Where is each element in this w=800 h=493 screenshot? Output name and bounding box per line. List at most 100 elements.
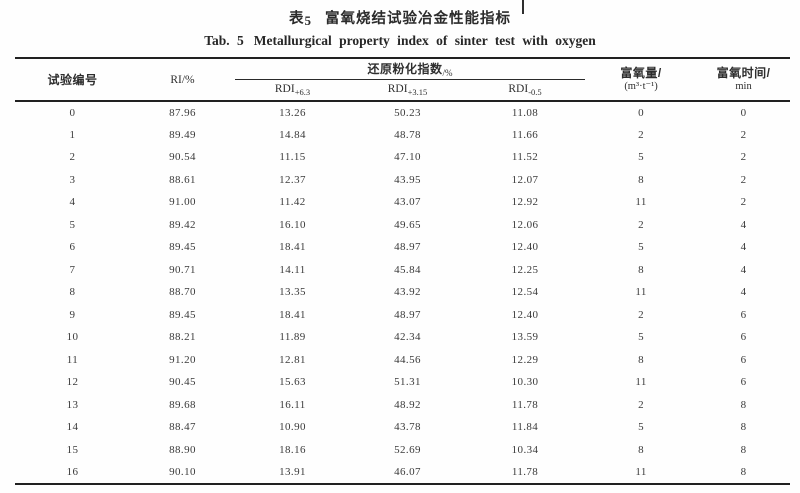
table-cell: 2 <box>638 308 644 321</box>
table-cell: 12.37 <box>279 173 306 186</box>
table-cell: 45.84 <box>394 263 421 276</box>
table-cell: 11.42 <box>279 196 306 209</box>
table-cell: 9 <box>69 308 76 321</box>
table-cell: 13.59 <box>511 331 539 344</box>
table-cell: 47.10 <box>394 151 421 164</box>
table-cell: 8 <box>638 353 644 366</box>
table-cell: 16.11 <box>279 398 306 411</box>
table-cell: 5 <box>69 218 76 231</box>
table-cell: 88.47 <box>169 421 196 434</box>
col-header-oxygen-time: 富氧时间/ min <box>697 58 791 102</box>
table-cell: 11.66 <box>511 128 539 141</box>
table-cell: 11 <box>66 353 79 366</box>
table-cell: 48.97 <box>394 241 421 254</box>
col-header-rdi-minus-0-5: RDI-0.5 <box>465 79 586 102</box>
table-cell: 12.40 <box>511 308 539 321</box>
table-cell: 16.10 <box>279 218 306 231</box>
table-cell: 2 <box>740 196 747 209</box>
table-cell: 91.20 <box>169 353 196 366</box>
table-title-en-text: Metallurgical property index of sinter t… <box>253 33 596 48</box>
table-cell: 2 <box>740 173 747 186</box>
table-row: 5 89.42 16.10 49.65 12.06 2 4 <box>15 214 790 237</box>
table-cell: 3 <box>69 173 76 186</box>
table-row: 15 88.90 18.16 52.69 10.34 8 8 <box>15 439 790 462</box>
table-cell: 11.15 <box>279 151 306 164</box>
table-cell: 11.52 <box>511 151 539 164</box>
table-cell: 8 <box>740 421 747 434</box>
table-cell: 8 <box>638 173 644 186</box>
table-cell: 15 <box>66 443 79 456</box>
table-cell: 14.84 <box>279 128 306 141</box>
table-cell: 48.97 <box>394 308 421 321</box>
table-cell: 48.92 <box>394 398 421 411</box>
table-cell: 88.90 <box>169 443 196 456</box>
table-title-zh: 表5 富氧烧结试验冶金性能指标 <box>0 7 800 29</box>
table-cell: 10.90 <box>279 421 306 434</box>
table-cell: 4 <box>69 196 76 209</box>
table-cell: 87.96 <box>169 106 196 119</box>
table-cell: 8 <box>740 398 747 411</box>
table-cell: 89.68 <box>169 398 196 411</box>
table-cell: 12.92 <box>511 196 539 209</box>
table-cell: 13.91 <box>279 465 306 478</box>
table-cell: 18.41 <box>279 308 306 321</box>
table-row: 4 91.00 11.42 43.07 12.92 11 2 <box>15 191 790 214</box>
table-cell: 4 <box>740 218 747 231</box>
table-row: 1 89.49 14.84 48.78 11.66 2 2 <box>15 124 790 147</box>
table-cell: 88.70 <box>169 286 196 299</box>
table-cell: 18.16 <box>279 443 306 456</box>
table-cell: 2 <box>638 128 644 141</box>
table-cell: 8 <box>69 286 76 299</box>
table-row: 7 90.71 14.11 45.84 12.25 8 4 <box>15 259 790 282</box>
metallurgical-property-table: 试验编号 RI/% 还原粉化指数/% 富氧量/ (m³·t⁻¹) 富氧时间/ m… <box>15 57 791 485</box>
table-cell: 13.26 <box>279 106 306 119</box>
table-cell: 11.78 <box>511 398 539 411</box>
table-cell: 89.42 <box>169 218 196 231</box>
table-cell: 12.40 <box>511 241 539 254</box>
table-cell: 52.69 <box>394 443 421 456</box>
table-row: 9 89.45 18.41 48.97 12.40 2 6 <box>15 304 790 327</box>
table-cell: 6 <box>740 308 747 321</box>
table-cell: 51.31 <box>394 376 421 389</box>
table-cell: 1 <box>69 128 76 141</box>
table-title-en: Tab. 5 Metallurgical property index of si… <box>0 33 800 49</box>
table-header: 试验编号 RI/% 还原粉化指数/% 富氧量/ (m³·t⁻¹) 富氧时间/ m… <box>15 58 791 102</box>
table-cell: 8 <box>638 263 644 276</box>
table-cell: 46.07 <box>394 465 421 478</box>
table-cell: 0 <box>638 106 644 119</box>
table-cell: 0 <box>740 106 747 119</box>
table-row: 10 88.21 11.89 42.34 13.59 5 6 <box>15 326 790 349</box>
rdi-group-unit: /% <box>442 67 453 78</box>
table-cell: 0 <box>69 106 76 119</box>
table-cell: 8 <box>740 443 747 456</box>
table-cell: 88.61 <box>169 173 196 186</box>
table-cell: 11.89 <box>279 331 306 344</box>
scan-artifact-mark <box>522 0 524 14</box>
table-cell: 2 <box>638 218 644 231</box>
table-cell: 89.45 <box>169 241 196 254</box>
table-cell: 91.00 <box>169 196 196 209</box>
table-cell: 11 <box>635 465 647 478</box>
oxygen-amount-unit: (m³·t⁻¹) <box>624 81 658 92</box>
table-cell: 4 <box>740 241 747 254</box>
table-cell: 11.78 <box>511 465 539 478</box>
table-cell: 8 <box>740 465 747 478</box>
table-cell: 8 <box>638 443 644 456</box>
table-cell: 2 <box>740 151 747 164</box>
table-cell: 2 <box>69 151 76 164</box>
table-cell: 43.95 <box>394 173 421 186</box>
table-cell: 11 <box>635 196 647 209</box>
table-row: 8 88.70 13.35 43.92 12.54 11 4 <box>15 281 790 304</box>
table-cell: 50.23 <box>394 106 421 119</box>
table-row: 2 90.54 11.15 47.10 11.52 5 2 <box>15 146 790 169</box>
table-cell: 12 <box>66 376 79 389</box>
table-cell: 13 <box>66 398 79 411</box>
table-body: 0 87.96 13.26 50.23 11.08 0 0 1 89.49 14.84 48.78 1… <box>15 101 790 484</box>
table-cell: 4 <box>740 263 747 276</box>
table-cell: 43.07 <box>394 196 421 209</box>
table-cell: 11.84 <box>511 421 539 434</box>
table-cell: 5 <box>638 151 644 164</box>
table-cell: 43.78 <box>394 421 421 434</box>
table-cell: 18.41 <box>279 241 306 254</box>
